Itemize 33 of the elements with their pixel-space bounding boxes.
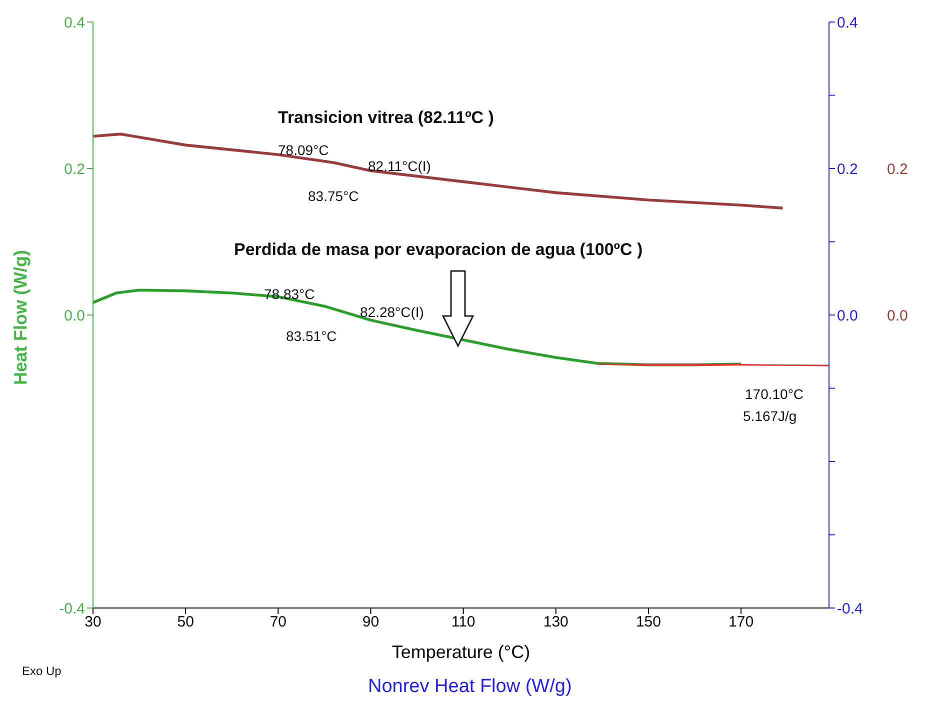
line-series xyxy=(93,132,784,210)
y2-tick-label: 0.2 xyxy=(837,160,858,178)
text: Nonrev Heat Flow (W/g) xyxy=(368,676,572,698)
y-tick-label: 0.4 xyxy=(64,14,85,32)
y-tick-label: 0.2 xyxy=(64,160,85,178)
x-tick-label: 110 xyxy=(451,614,476,631)
y2-tick-label: 0.0 xyxy=(837,307,858,324)
x-tick-label: 170 xyxy=(728,614,754,631)
x-tick-label: 90 xyxy=(362,614,380,631)
annotation: 170.10°C xyxy=(745,386,804,402)
x-tick-label: 30 xyxy=(84,614,102,631)
y-tick-label: 0.0 xyxy=(64,307,85,324)
annotation: 82.28°C(I) xyxy=(360,304,424,320)
y3-tick-label: 0.2 xyxy=(887,160,908,178)
annotation: 83.51°C xyxy=(286,328,337,344)
annotation: Perdida de masa por evaporacion de agua (100ºC ) xyxy=(234,240,643,260)
y2-tick-label: -0.4 xyxy=(837,600,863,618)
x-tick-label: 70 xyxy=(270,614,286,631)
annotation: 82.11°C(I) xyxy=(368,158,431,174)
x-tick-label: 50 xyxy=(177,614,194,631)
text: Exo Up xyxy=(22,664,62,678)
annotation: 83.75°C xyxy=(308,188,359,204)
y-axis-title: Heat Flow (W/g) xyxy=(10,250,30,385)
annotation: Transicion vitrea (82.11ºC ) xyxy=(278,108,494,128)
annotation: 78.09°C xyxy=(278,142,329,158)
y2-tick-label: 0.4 xyxy=(837,14,858,32)
annotation: 5.167J/g xyxy=(743,408,797,424)
y3-tick-label: 0.0 xyxy=(887,307,908,324)
annotation: 78.83°C xyxy=(264,286,315,302)
x-tick-label: 150 xyxy=(636,614,661,631)
x-tick-label: 130 xyxy=(543,614,568,631)
x-axis-title: Temperature (°C) xyxy=(392,642,530,662)
y-tick-label: -0.4 xyxy=(59,600,85,618)
